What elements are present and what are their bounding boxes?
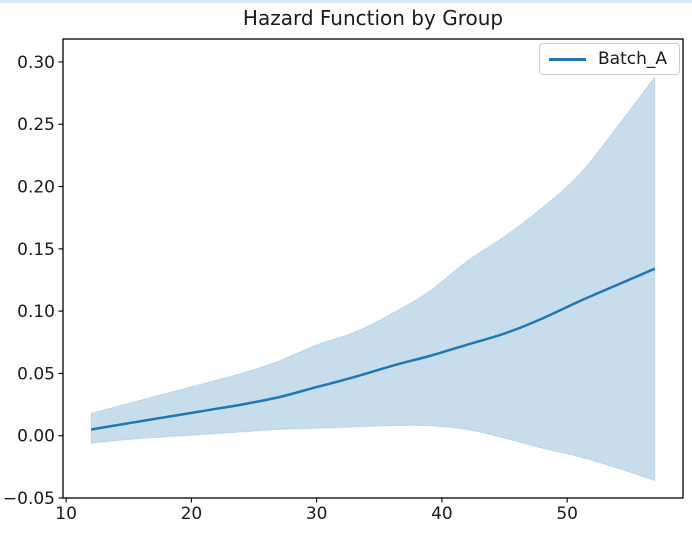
x-tick-label: 10	[55, 504, 77, 524]
chart-title: Hazard Function by Group	[242, 6, 504, 30]
y-tick-label: 0.10	[17, 302, 55, 322]
y-tick-label: 0.05	[17, 364, 55, 384]
confidence-band-batch_a	[90, 75, 656, 482]
series-line-batch_a	[90, 267, 656, 431]
y-tick-label: −0.05	[3, 489, 55, 509]
window-edge-strip	[0, 0, 692, 3]
y-tick-label: 0.25	[17, 115, 55, 135]
x-tick-label: 50	[556, 504, 578, 524]
legend-line-sample	[549, 57, 586, 61]
axes-spines	[62, 38, 684, 499]
x-tick-label: 40	[431, 504, 453, 524]
y-tick-label: 0.30	[17, 53, 55, 73]
y-tick-label: 0.20	[17, 178, 55, 198]
x-tick-label: 20	[181, 504, 203, 524]
x-tick-label: 30	[306, 504, 328, 524]
y-tick-label: 0.15	[17, 240, 55, 260]
legend: Batch_A	[539, 43, 680, 75]
y-tick-label: 0.00	[17, 427, 55, 447]
legend-label: Batch_A	[598, 49, 667, 69]
